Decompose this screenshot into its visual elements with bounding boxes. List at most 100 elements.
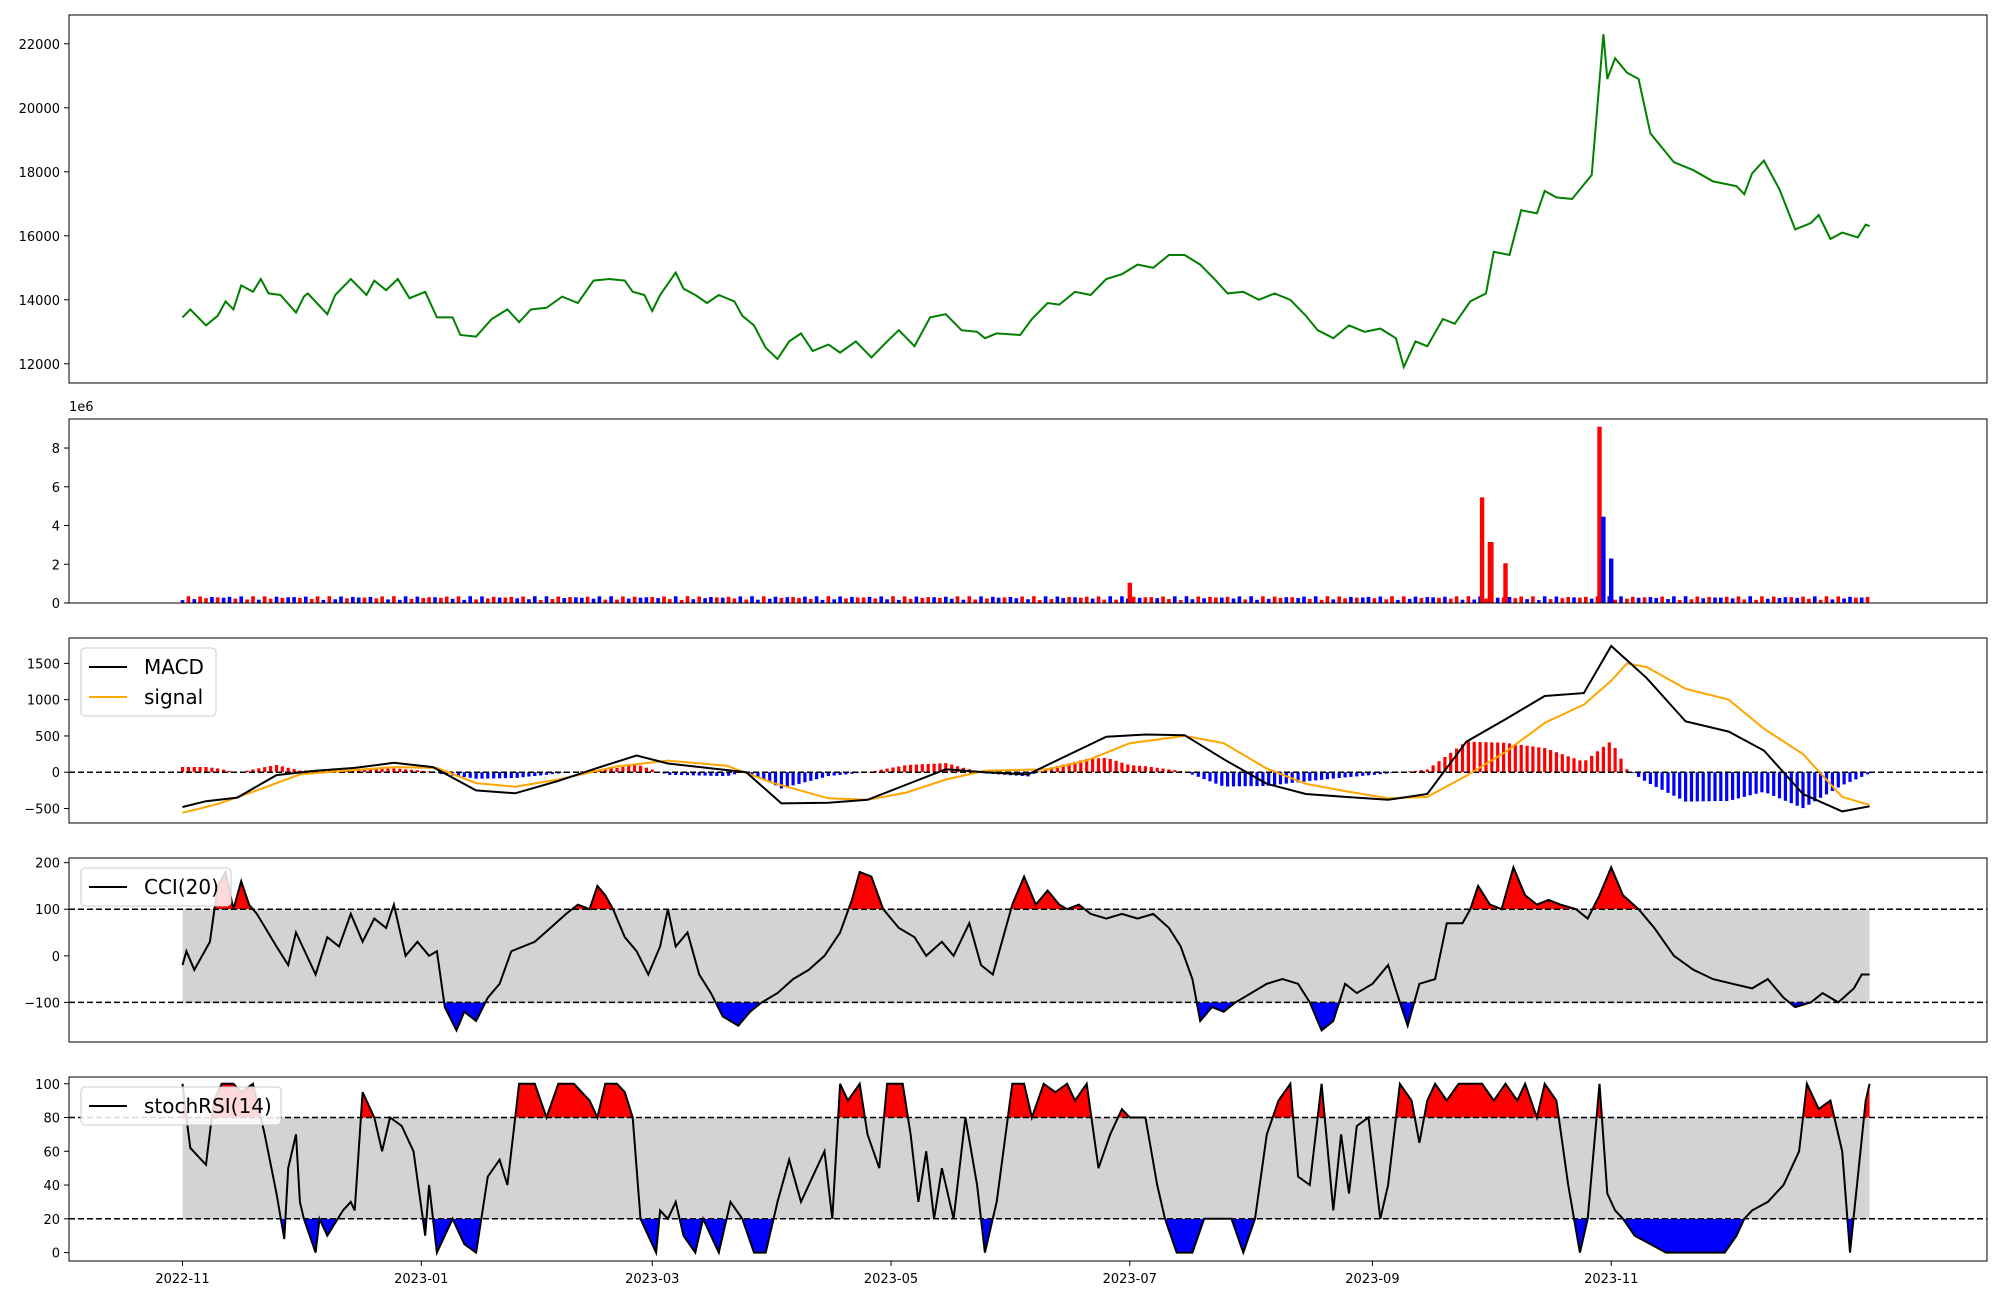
- macd-histogram-bar: [1455, 748, 1459, 773]
- macd-histogram-bar: [1748, 772, 1752, 796]
- macd-histogram-bar: [1120, 762, 1124, 773]
- macd-histogram-bar: [950, 764, 954, 773]
- macd-histogram-bar: [1590, 755, 1594, 773]
- macd-histogram-bar: [1572, 758, 1576, 773]
- volume-bar: [709, 597, 713, 603]
- macd-histogram-bar: [715, 772, 719, 776]
- volume-bar: [756, 599, 760, 603]
- volume-bar: [1666, 599, 1670, 603]
- volume-bar: [715, 597, 719, 603]
- volume-panel-frame: [68, 418, 1988, 604]
- volume-bar: [656, 598, 660, 603]
- macd-histogram-bar: [1531, 746, 1535, 773]
- volume-bar: [239, 596, 243, 603]
- volume-bar: [991, 596, 995, 603]
- volume-bar: [444, 596, 449, 603]
- macd-histogram-bar: [298, 770, 302, 773]
- macd-histogram-bar: [1672, 772, 1676, 796]
- volume-bar: [820, 599, 825, 603]
- volume-bar: [1654, 598, 1658, 603]
- volume-bar: [673, 596, 678, 603]
- volume-bar: [1724, 596, 1729, 603]
- x-tick-label: 2023-03: [625, 1272, 679, 1287]
- volume-bar: [908, 598, 913, 603]
- macd-histogram-bar: [380, 768, 384, 773]
- macd-histogram-bar: [879, 769, 883, 773]
- cci-band: [182, 909, 1870, 1003]
- macd-histogram-bar: [204, 767, 208, 773]
- macd-histogram-bar: [1824, 772, 1829, 795]
- volume-bar: [844, 598, 848, 603]
- macd-histogram-bar: [1502, 742, 1506, 773]
- volume-bar: [533, 596, 537, 603]
- macd-histogram-bar: [1073, 761, 1077, 773]
- volume-bar: [1578, 597, 1582, 603]
- volume-bar: [233, 598, 238, 603]
- volume-bar: [1079, 597, 1083, 603]
- volume-bar: [1448, 598, 1453, 603]
- volume-bar: [574, 597, 578, 603]
- macd-histogram-bar: [1278, 772, 1283, 785]
- macd-histogram-bar: [192, 767, 196, 773]
- macd-histogram-bar: [1460, 744, 1465, 773]
- legend-label: stochRSI(14): [144, 1094, 272, 1118]
- macd-histogram-bar: [186, 767, 190, 773]
- macd-histogram-bar: [1560, 754, 1564, 773]
- macd-histogram-bar: [820, 772, 825, 778]
- volume-peak-bar: [1479, 497, 1485, 603]
- cci-ytick-label: −100: [24, 996, 60, 1011]
- macd-histogram-bar: [357, 770, 361, 773]
- volume-bar: [1672, 596, 1676, 603]
- macd-histogram-bar: [1595, 751, 1600, 773]
- macd-histogram-bar: [644, 767, 648, 773]
- volume-bar: [1613, 599, 1617, 603]
- volume-bar: [538, 600, 543, 603]
- macd-histogram-bar: [286, 767, 290, 773]
- macd-histogram-bar: [1049, 767, 1054, 773]
- macd-histogram-bar: [1607, 742, 1611, 773]
- volume-bar: [1096, 596, 1101, 603]
- volume-bar: [1736, 596, 1741, 603]
- macd-histogram-bar: [1161, 768, 1165, 773]
- volume-bar: [1701, 598, 1705, 603]
- volume-bar: [1760, 596, 1764, 603]
- volume-bar: [386, 599, 390, 603]
- volume-bar: [1102, 599, 1107, 603]
- macd-histogram-bar: [944, 763, 948, 773]
- volume-bar: [1302, 596, 1306, 603]
- volume-bar: [809, 598, 813, 603]
- volume-bar: [1771, 596, 1776, 603]
- macd-histogram-bar: [885, 768, 889, 773]
- volume-bar: [1813, 596, 1817, 603]
- volume-bar: [814, 596, 819, 603]
- macd-histogram-bar: [251, 769, 255, 773]
- stochrsi-oversold-fill: [182, 1218, 1870, 1253]
- macd-histogram-bar: [245, 770, 249, 773]
- macd-histogram-bar: [580, 771, 584, 773]
- volume-bar: [345, 598, 349, 603]
- macd-histogram-bar: [1777, 772, 1782, 799]
- macd-histogram-bar: [850, 772, 854, 774]
- volume-bar: [1554, 596, 1559, 603]
- volume-peak-bar: [1609, 558, 1614, 603]
- volume-bar: [885, 599, 889, 603]
- volume-bar: [1255, 599, 1259, 603]
- volume-bar: [779, 597, 784, 603]
- volume-bar: [1783, 597, 1788, 603]
- macd-histogram-bar: [1666, 772, 1670, 793]
- volume-bar: [456, 596, 461, 603]
- volume-bar: [1742, 599, 1747, 603]
- macd-histogram-bar: [1055, 766, 1059, 773]
- macd-histogram-bar: [1202, 772, 1206, 780]
- macd-histogram-bar: [1578, 760, 1582, 773]
- macd-histogram-bar: [1660, 772, 1664, 790]
- volume-bar: [398, 599, 402, 603]
- macd-histogram-bar: [1519, 744, 1523, 773]
- macd-histogram-bar: [227, 770, 232, 773]
- macd-histogram-bar: [727, 772, 731, 776]
- macd-histogram-bar: [773, 772, 778, 786]
- macd-histogram-bar: [1525, 745, 1529, 773]
- volume-bar: [1161, 596, 1165, 603]
- legend-box: [80, 647, 217, 717]
- macd-histogram-bar: [550, 772, 554, 775]
